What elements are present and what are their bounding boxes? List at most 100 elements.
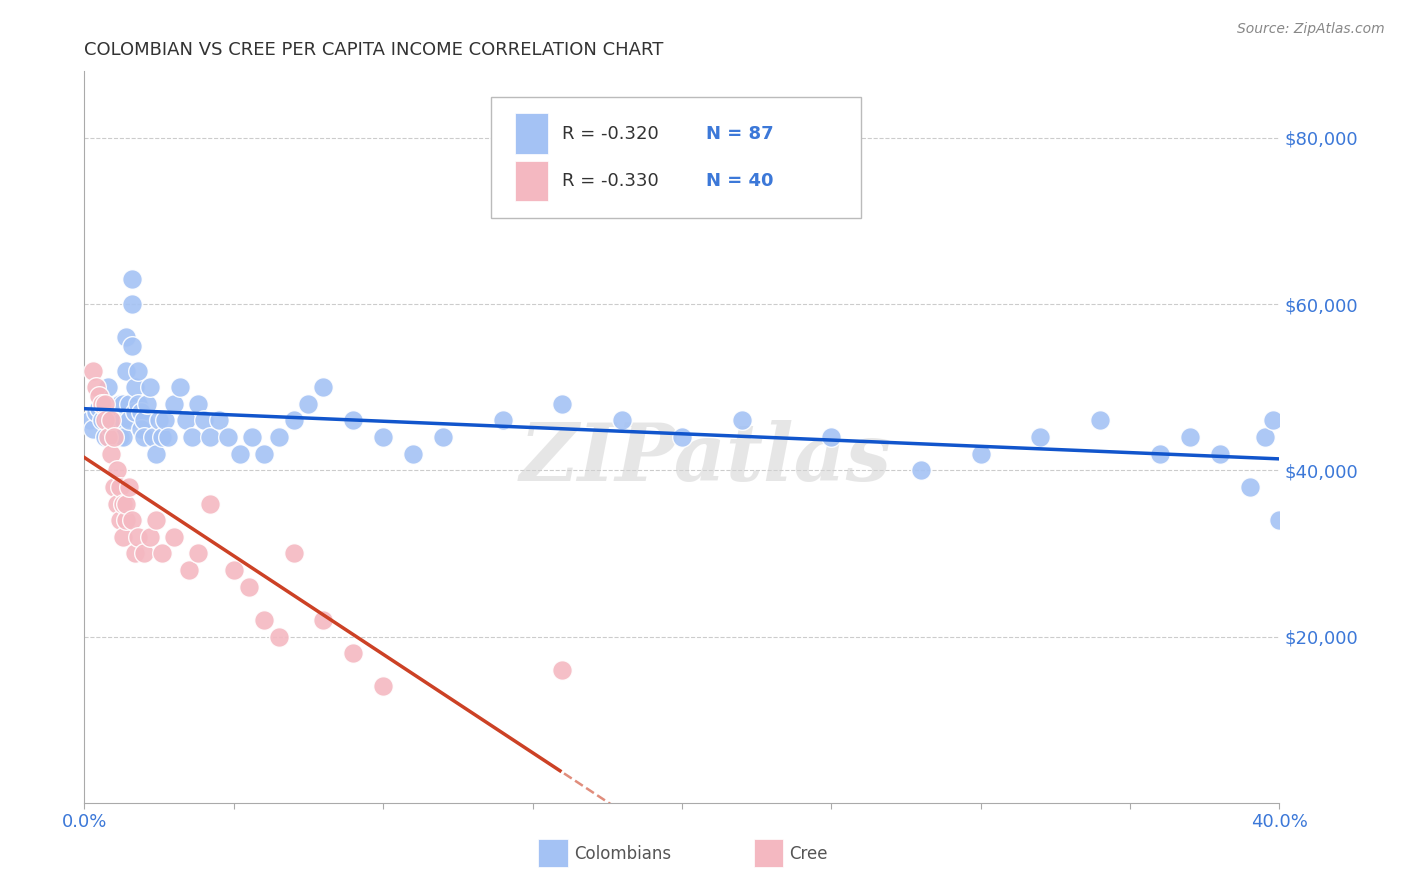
Point — [1178, 430, 1201, 444]
Point — [103, 480, 125, 494]
Point — [150, 430, 173, 444]
Point — [79, 413, 101, 427]
Point — [115, 330, 138, 344]
Point — [193, 413, 215, 427]
Point — [432, 430, 454, 444]
Point — [94, 397, 117, 411]
Point — [91, 397, 114, 411]
Point — [1209, 447, 1232, 461]
Point — [124, 546, 146, 560]
Text: Cree: Cree — [790, 845, 828, 863]
Point — [342, 646, 364, 660]
Point — [198, 497, 221, 511]
Point — [148, 413, 170, 427]
Point — [110, 413, 132, 427]
Point — [132, 430, 156, 444]
Point — [222, 563, 245, 577]
Point — [103, 430, 125, 444]
Point — [136, 397, 159, 411]
Point — [112, 497, 135, 511]
Point — [174, 413, 197, 427]
Point — [112, 413, 135, 427]
Point — [228, 447, 252, 461]
FancyBboxPatch shape — [538, 839, 568, 867]
Point — [1253, 430, 1275, 444]
Point — [127, 397, 149, 411]
Point — [118, 413, 141, 427]
Text: ZIPatlas: ZIPatlas — [520, 420, 891, 498]
Point — [240, 430, 263, 444]
Point — [153, 413, 176, 427]
Point — [127, 530, 149, 544]
Point — [100, 422, 122, 436]
Point — [94, 430, 117, 444]
Point — [100, 447, 122, 461]
Point — [97, 430, 120, 444]
Point — [105, 405, 128, 419]
Point — [121, 338, 143, 352]
Point — [94, 397, 117, 411]
Point — [129, 405, 152, 419]
Point — [1268, 513, 1291, 527]
FancyBboxPatch shape — [515, 113, 548, 153]
Point — [253, 613, 276, 627]
Text: COLOMBIAN VS CREE PER CAPITA INCOME CORRELATION CHART: COLOMBIAN VS CREE PER CAPITA INCOME CORR… — [84, 41, 664, 59]
Point — [112, 530, 135, 544]
Point — [105, 413, 128, 427]
Point — [115, 497, 138, 511]
Point — [97, 380, 120, 394]
Point — [373, 680, 395, 694]
Point — [105, 430, 128, 444]
Point — [139, 380, 162, 394]
Point — [1149, 447, 1171, 461]
Point — [145, 513, 167, 527]
Point — [139, 530, 162, 544]
Point — [82, 363, 104, 377]
Point — [118, 480, 141, 494]
Point — [157, 430, 180, 444]
Point — [267, 630, 290, 644]
Point — [731, 413, 754, 427]
Point — [373, 430, 395, 444]
Point — [127, 363, 149, 377]
Point — [89, 401, 111, 415]
Point — [150, 546, 173, 560]
Point — [297, 397, 319, 411]
Point — [217, 430, 239, 444]
Point — [283, 413, 305, 427]
Point — [551, 397, 574, 411]
Point — [89, 388, 111, 402]
Point — [671, 430, 693, 444]
Point — [105, 497, 128, 511]
Point — [402, 447, 425, 461]
Text: Colombians: Colombians — [575, 845, 672, 863]
Point — [169, 380, 191, 394]
Point — [312, 613, 335, 627]
Point — [1029, 430, 1052, 444]
Point — [86, 380, 108, 394]
Point — [115, 363, 138, 377]
Point — [142, 430, 165, 444]
Point — [121, 272, 143, 286]
Point — [198, 430, 221, 444]
Point — [181, 430, 204, 444]
Point — [492, 413, 515, 427]
Point — [97, 413, 120, 427]
Point — [253, 447, 276, 461]
Point — [112, 430, 135, 444]
Point — [105, 463, 128, 477]
Point — [112, 397, 135, 411]
Point — [551, 663, 574, 677]
Point — [187, 546, 209, 560]
Point — [820, 430, 842, 444]
Point — [103, 430, 125, 444]
FancyBboxPatch shape — [515, 161, 548, 202]
Point — [121, 513, 143, 527]
Point — [110, 397, 132, 411]
Text: N = 87: N = 87 — [706, 125, 773, 143]
Point — [110, 480, 132, 494]
Point — [238, 580, 260, 594]
Point — [312, 380, 335, 394]
Point — [283, 546, 305, 560]
Point — [163, 397, 186, 411]
